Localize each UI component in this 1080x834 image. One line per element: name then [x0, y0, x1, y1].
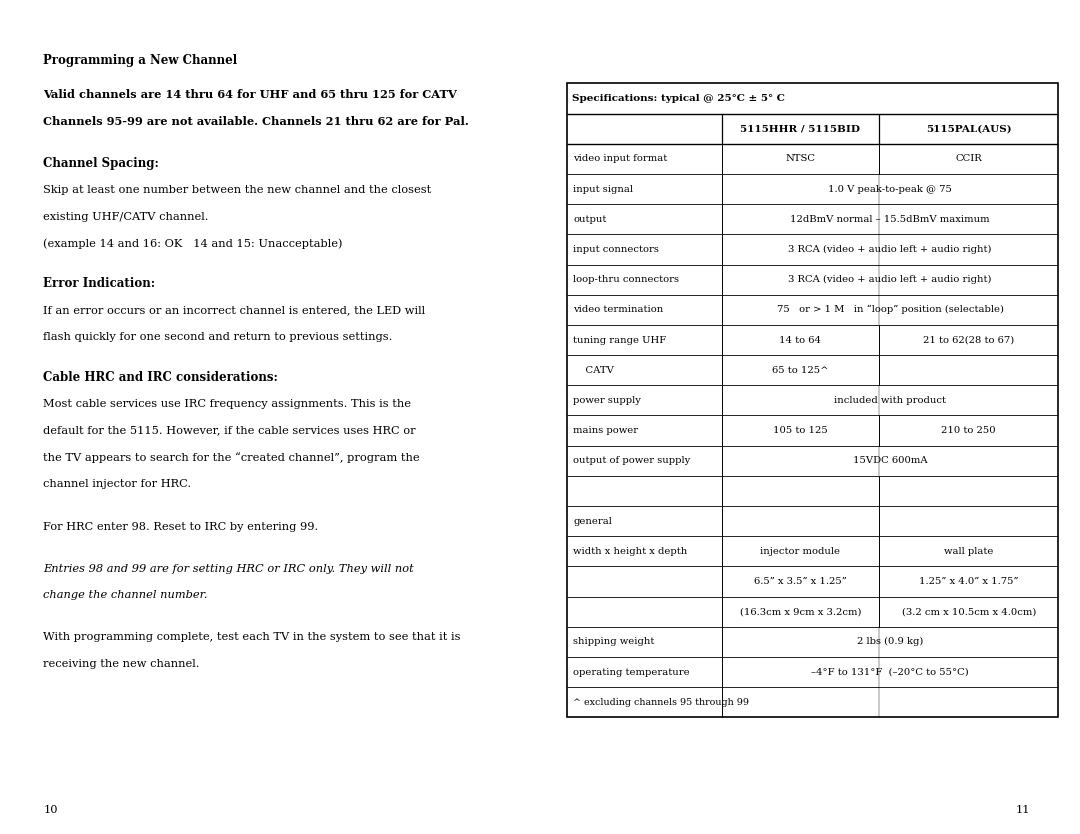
Text: 3 RCA (video + audio left + audio right): 3 RCA (video + audio left + audio right): [788, 275, 991, 284]
Text: Valid channels are 14 thru 64 for UHF and 65 thru 125 for CATV: Valid channels are 14 thru 64 for UHF an…: [43, 89, 457, 100]
Text: mains power: mains power: [573, 426, 638, 435]
Text: Specifications: typical @ 25°C ± 5° C: Specifications: typical @ 25°C ± 5° C: [572, 94, 785, 103]
Text: (3.2 cm x 10.5cm x 4.0cm): (3.2 cm x 10.5cm x 4.0cm): [902, 607, 1036, 616]
Text: receiving the new channel.: receiving the new channel.: [43, 659, 200, 669]
Text: wall plate: wall plate: [944, 547, 994, 555]
Text: loop-thru connectors: loop-thru connectors: [573, 275, 679, 284]
Text: shipping weight: shipping weight: [573, 637, 654, 646]
Text: output of power supply: output of power supply: [573, 456, 691, 465]
Text: Most cable services use IRC frequency assignments. This is the: Most cable services use IRC frequency as…: [43, 399, 411, 409]
Text: NTSC: NTSC: [785, 154, 815, 163]
Text: Skip at least one number between the new channel and the closest: Skip at least one number between the new…: [43, 185, 431, 195]
Text: included with product: included with product: [834, 396, 946, 404]
Text: 105 to 125: 105 to 125: [773, 426, 827, 435]
Text: operating temperature: operating temperature: [573, 668, 690, 676]
Text: 21 to 62(28 to 67): 21 to 62(28 to 67): [923, 335, 1014, 344]
Text: (16.3cm x 9cm x 3.2cm): (16.3cm x 9cm x 3.2cm): [740, 607, 861, 616]
Text: Channels 95-99 are not available. Channels 21 thru 62 are for Pal.: Channels 95-99 are not available. Channe…: [43, 116, 469, 127]
Text: –4°F to 131°F  (–20°C to 55°C): –4°F to 131°F (–20°C to 55°C): [811, 668, 969, 676]
Text: change the channel number.: change the channel number.: [43, 590, 207, 600]
Text: ^ excluding channels 95 through 99: ^ excluding channels 95 through 99: [573, 698, 750, 706]
Text: 10: 10: [43, 805, 57, 815]
Text: input connectors: input connectors: [573, 245, 660, 254]
Text: the TV appears to search for the “created channel”, program the: the TV appears to search for the “create…: [43, 452, 420, 463]
Text: flash quickly for one second and return to previous settings.: flash quickly for one second and return …: [43, 332, 392, 342]
Text: general: general: [573, 517, 612, 525]
Text: power supply: power supply: [573, 396, 642, 404]
Text: 2 lbs (0.9 kg): 2 lbs (0.9 kg): [856, 637, 923, 646]
Bar: [567, 83, 1058, 717]
Text: 14 to 64: 14 to 64: [780, 335, 822, 344]
Text: 5115HHR / 5115BID: 5115HHR / 5115BID: [741, 124, 861, 133]
Text: existing UHF/CATV channel.: existing UHF/CATV channel.: [43, 212, 208, 222]
Text: video input format: video input format: [573, 154, 667, 163]
Text: 15VDC 600mA: 15VDC 600mA: [853, 456, 928, 465]
Text: Entries 98 and 99 are for setting HRC or IRC only. They will not: Entries 98 and 99 are for setting HRC or…: [43, 564, 414, 574]
Text: Error Indication:: Error Indication:: [43, 278, 156, 290]
Text: width x height x depth: width x height x depth: [573, 547, 688, 555]
Text: 11: 11: [1015, 805, 1029, 815]
Text: 1.0 V peak-to-peak @ 75: 1.0 V peak-to-peak @ 75: [828, 184, 953, 193]
Text: 12dBmV normal – 15.5dBmV maximum: 12dBmV normal – 15.5dBmV maximum: [791, 215, 990, 224]
Text: video termination: video termination: [573, 305, 664, 314]
Text: 65 to 125^: 65 to 125^: [772, 366, 828, 374]
Text: Programming a New Channel: Programming a New Channel: [43, 54, 238, 68]
Text: Cable HRC and IRC considerations:: Cable HRC and IRC considerations:: [43, 371, 278, 384]
Text: default for the 5115. However, if the cable services uses HRC or: default for the 5115. However, if the ca…: [43, 425, 416, 435]
Text: 210 to 250: 210 to 250: [942, 426, 996, 435]
Text: CATV: CATV: [573, 366, 615, 374]
Text: (example 14 and 16: OK   14 and 15: Unacceptable): (example 14 and 16: OK 14 and 15: Unacce…: [43, 239, 342, 249]
Text: CCIR: CCIR: [956, 154, 982, 163]
Text: 6.5” x 3.5” x 1.25”: 6.5” x 3.5” x 1.25”: [754, 577, 847, 586]
Text: tuning range UHF: tuning range UHF: [573, 335, 666, 344]
Text: 75   or > 1 M   in “loop” position (selectable): 75 or > 1 M in “loop” position (selectab…: [777, 305, 1003, 314]
Text: injector module: injector module: [760, 547, 840, 555]
Text: For HRC enter 98. Reset to IRC by entering 99.: For HRC enter 98. Reset to IRC by enteri…: [43, 522, 319, 532]
Text: With programming complete, test each TV in the system to see that it is: With programming complete, test each TV …: [43, 632, 461, 642]
Text: 5115PAL(AUS): 5115PAL(AUS): [926, 124, 1012, 133]
Text: Channel Spacing:: Channel Spacing:: [43, 158, 159, 170]
Text: input signal: input signal: [573, 184, 634, 193]
Text: channel injector for HRC.: channel injector for HRC.: [43, 479, 191, 489]
Text: 3 RCA (video + audio left + audio right): 3 RCA (video + audio left + audio right): [788, 245, 991, 254]
Text: 1.25” x 4.0” x 1.75”: 1.25” x 4.0” x 1.75”: [919, 577, 1018, 586]
Text: If an error occurs or an incorrect channel is entered, the LED will: If an error occurs or an incorrect chann…: [43, 305, 426, 315]
Text: output: output: [573, 215, 607, 224]
